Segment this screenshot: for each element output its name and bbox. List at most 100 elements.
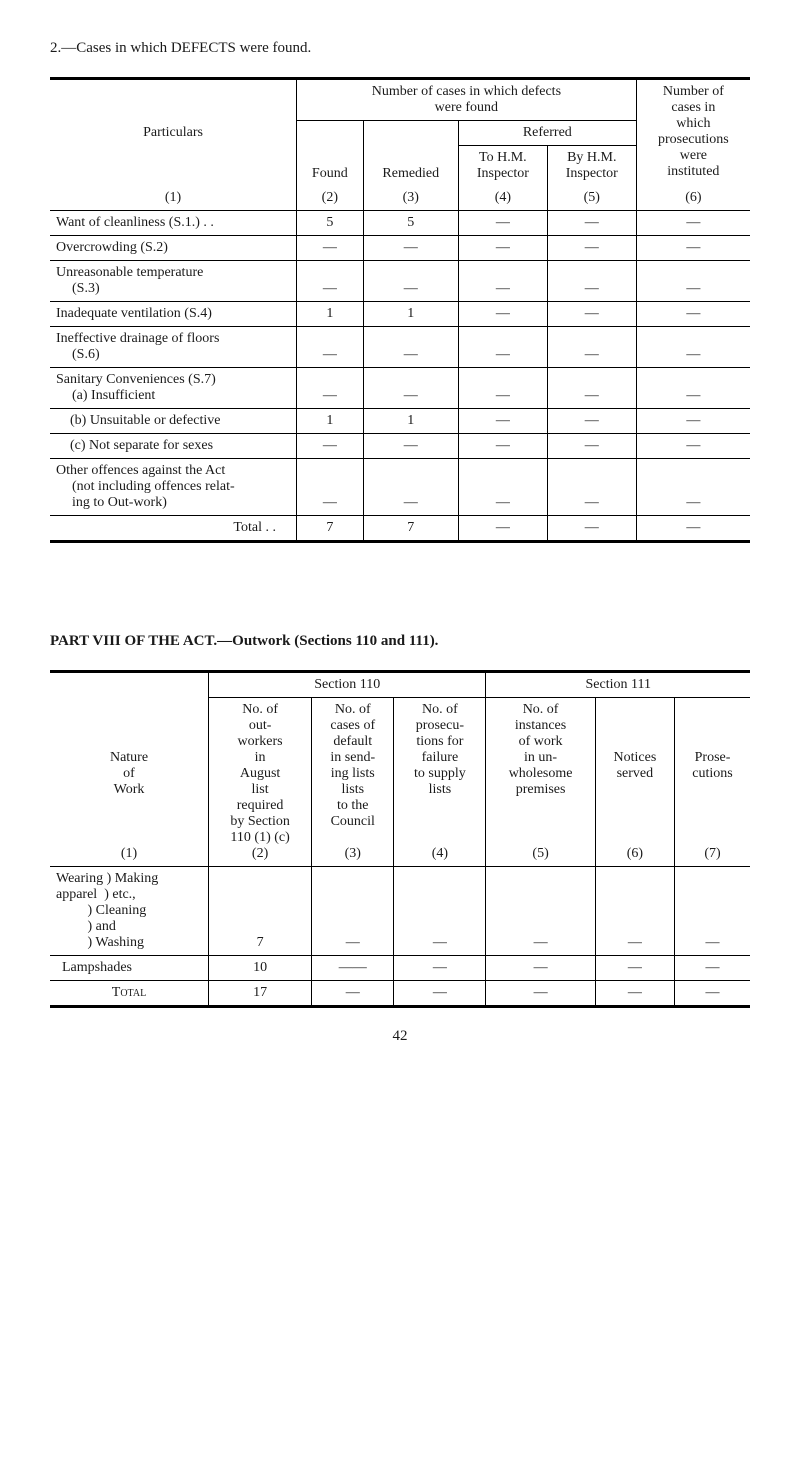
hdr-particulars: Particulars bbox=[56, 125, 290, 141]
hdr-c3n: (3) bbox=[363, 186, 458, 211]
table-row-label: Want of cleanliness (S.1.) . . bbox=[50, 211, 297, 236]
table-cell: 1 bbox=[297, 409, 364, 434]
h2c7n: (7) bbox=[704, 846, 720, 861]
h2c2l7: required bbox=[237, 798, 284, 813]
h2c5l4: in un- bbox=[524, 750, 557, 765]
table-cell: — bbox=[363, 459, 458, 516]
hdr-pros-l4: prosecutions bbox=[658, 132, 729, 147]
page-number: 42 bbox=[50, 1028, 750, 1045]
h2c3l1: No. of bbox=[335, 702, 371, 717]
table-cell: — bbox=[394, 867, 486, 956]
hdr-insp1: Inspector bbox=[477, 166, 529, 181]
t2-total-c6: — bbox=[595, 981, 674, 1007]
table-cell: — bbox=[297, 327, 364, 368]
table-cell: — bbox=[547, 368, 636, 409]
table-row-label: Sanitary Conveniences (S.7)(a) Insuffici… bbox=[50, 368, 297, 409]
h2c4l1: No. of bbox=[422, 702, 458, 717]
t2-total-c2: 17 bbox=[209, 981, 312, 1007]
table-cell: 1 bbox=[297, 302, 364, 327]
table-cell: — bbox=[636, 368, 750, 409]
defects-table: Particulars Number of cases in which def… bbox=[50, 77, 750, 543]
table-cell: — bbox=[547, 434, 636, 459]
h2c4l5: to supply bbox=[414, 766, 466, 781]
table-cell: — bbox=[458, 459, 547, 516]
h2c4l2: prosecu- bbox=[416, 718, 464, 733]
table-row-label: Unreasonable temperature(S.3) bbox=[50, 261, 297, 302]
table-cell: — bbox=[458, 327, 547, 368]
h2c7l1: Prose- bbox=[695, 750, 731, 765]
table-cell: — bbox=[363, 368, 458, 409]
table-cell: — bbox=[547, 236, 636, 261]
hdr-c4n: (4) bbox=[458, 186, 547, 211]
table-cell: 5 bbox=[297, 211, 364, 236]
h2c4l6: lists bbox=[429, 782, 452, 797]
table-row-label: Lampshades bbox=[50, 956, 209, 981]
table-cell: — bbox=[636, 434, 750, 459]
table-cell: — bbox=[636, 236, 750, 261]
h2c3l5: ing lists bbox=[331, 766, 375, 781]
h2c3l2: cases of bbox=[330, 718, 375, 733]
table-cell: — bbox=[297, 368, 364, 409]
table-cell: 1 bbox=[363, 409, 458, 434]
hdr-ncases-l1: Number of cases in which defects bbox=[372, 84, 561, 99]
table-cell: — bbox=[636, 211, 750, 236]
h2c5l5: wholesome bbox=[509, 766, 573, 781]
table-cell: 1 bbox=[363, 302, 458, 327]
h2c7l2: cutions bbox=[692, 766, 732, 781]
h2c2l9: 110 (1) (c) bbox=[230, 830, 289, 845]
hdr-c5n: (5) bbox=[547, 186, 636, 211]
t1-total-c6: — bbox=[636, 516, 750, 542]
table-cell: — bbox=[363, 434, 458, 459]
h2c3l6: lists bbox=[341, 782, 364, 797]
h2c2l2: out- bbox=[249, 718, 272, 733]
table-cell: — bbox=[297, 434, 364, 459]
hdr2-c1n: (1) bbox=[121, 846, 137, 861]
h2c6l1: Notices bbox=[614, 750, 657, 765]
h2c4l4: failure bbox=[422, 750, 459, 765]
t2-total-c3: — bbox=[312, 981, 394, 1007]
table-cell: — bbox=[636, 261, 750, 302]
table-cell: — bbox=[458, 236, 547, 261]
h2c5l2: instances bbox=[515, 718, 566, 733]
h2c6n: (6) bbox=[627, 846, 643, 861]
table-cell: — bbox=[458, 302, 547, 327]
table-cell: — bbox=[636, 302, 750, 327]
h2c3l7: to the bbox=[337, 798, 369, 813]
hdr-c6n: (6) bbox=[636, 186, 750, 211]
table-cell: — bbox=[458, 434, 547, 459]
hdr-pros-l2: cases in bbox=[671, 100, 715, 115]
hdr-referred: Referred bbox=[458, 121, 636, 146]
t1-total-c2: 7 bbox=[297, 516, 364, 542]
section2-title: PART VIII OF THE ACT.—Outwork (Sections … bbox=[50, 633, 750, 650]
hdr2-sec110: Section 110 bbox=[209, 672, 486, 698]
t2-total-c5: — bbox=[486, 981, 595, 1007]
table-cell: — bbox=[547, 302, 636, 327]
h2c2l4: in bbox=[255, 750, 266, 765]
hdr-remedied: Remedied bbox=[382, 166, 439, 181]
h2c3l3: default bbox=[333, 734, 372, 749]
t2-total-c4: — bbox=[394, 981, 486, 1007]
hdr2-nature-l2: of bbox=[123, 766, 135, 781]
table-cell: — bbox=[458, 409, 547, 434]
table-row-label: Inadequate ventilation (S.4) bbox=[50, 302, 297, 327]
hdr2-sec111: Section 111 bbox=[486, 672, 750, 698]
table-row-label: (b) Unsuitable or defective bbox=[50, 409, 297, 434]
table-row-label: Overcrowding (S.2) bbox=[50, 236, 297, 261]
table-cell: — bbox=[595, 867, 674, 956]
table-cell: 7 bbox=[209, 867, 312, 956]
table-cell: — bbox=[636, 459, 750, 516]
table-cell: — bbox=[486, 867, 595, 956]
t2-total-label: Total bbox=[50, 981, 209, 1007]
table-row-label: Wearing ) Making apparel ) etc., ) Clean… bbox=[50, 867, 209, 956]
table-cell: — bbox=[547, 327, 636, 368]
h2c2l5: August bbox=[240, 766, 280, 781]
table-cell: — bbox=[636, 409, 750, 434]
table-cell: — bbox=[486, 956, 595, 981]
table-cell: — bbox=[394, 956, 486, 981]
h2c2n: (2) bbox=[252, 846, 268, 861]
table-cell: — bbox=[458, 368, 547, 409]
t1-total-c3: 7 bbox=[363, 516, 458, 542]
table-cell: — bbox=[636, 327, 750, 368]
table-cell: — bbox=[458, 261, 547, 302]
h2c5n: (5) bbox=[532, 846, 548, 861]
